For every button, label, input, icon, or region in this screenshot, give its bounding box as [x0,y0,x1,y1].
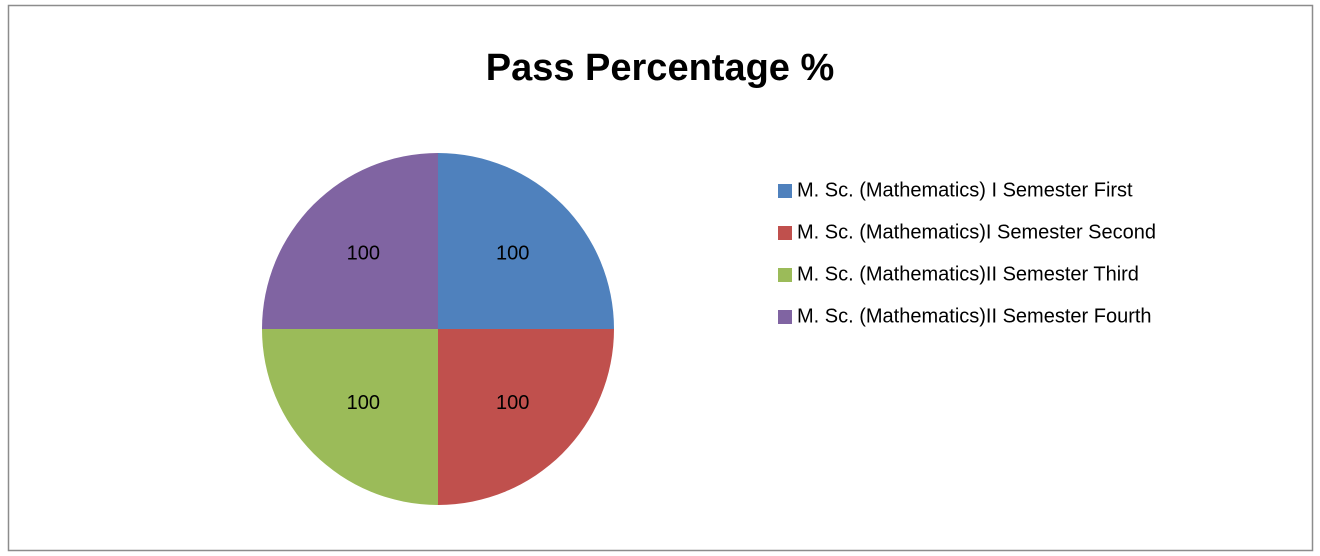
legend-swatch [778,268,792,282]
legend-label: M. Sc. (Mathematics) I Semester First [797,179,1133,201]
legend-swatch [778,226,792,240]
chart-border [7,4,1314,552]
pie-slice [262,329,438,505]
legend-label: M. Sc. (Mathematics)II Semester Fourth [797,305,1152,327]
data-label: 100 [496,392,529,414]
pie-slice [438,153,614,329]
pie-slice [438,329,614,505]
legend-swatch [778,310,792,324]
data-label: 100 [347,392,380,414]
legend-label: M. Sc. (Mathematics)II Semester Third [797,263,1139,285]
legend-label: M. Sc. (Mathematics)I Semester Second [797,221,1156,243]
legend-swatch [778,184,792,198]
data-label: 100 [496,243,529,265]
chart-title: Pass Percentage % [486,47,835,89]
data-label: 100 [347,243,380,265]
pie-slice [262,153,438,329]
